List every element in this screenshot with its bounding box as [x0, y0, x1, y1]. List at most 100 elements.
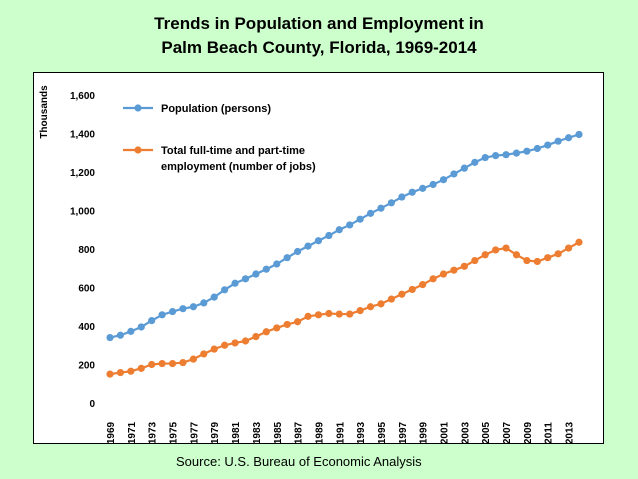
y-tick-label: 1,400: [70, 130, 95, 141]
data-point-series-2: [252, 332, 260, 341]
data-point-series-2: [148, 360, 156, 369]
legend-marker-employment: [134, 146, 142, 154]
data-point-series-1: [377, 204, 385, 212]
data-point-series-2: [314, 311, 323, 319]
legend-label-population: Population (persons): [161, 103, 271, 115]
data-point-series-2: [346, 310, 354, 318]
data-point-series-1: [127, 327, 135, 335]
data-point-series-2: [492, 246, 500, 254]
data-point-series-1: [450, 170, 458, 178]
data-point-series-2: [398, 290, 406, 298]
data-point-series-2: [564, 244, 573, 252]
data-point-series-1: [419, 184, 427, 192]
line-chart: Thousands 0 200 400 600 800 1,000 1,200 1,400 1,6…: [39, 85, 583, 444]
data-point-series-2: [533, 257, 541, 266]
data-point-series-2: [544, 254, 552, 262]
y-tick-label: 800: [78, 245, 95, 256]
data-point-series-2: [450, 266, 458, 274]
y-tick-label: 600: [78, 284, 95, 295]
data-point-series-2: [158, 359, 166, 368]
chart-area: [33, 72, 604, 444]
data-point-series-1: [221, 286, 229, 294]
x-tick-label: 1997: [398, 421, 409, 444]
chart-title-line-2: Palm Beach County, Florida, 1969-2014: [161, 38, 477, 57]
data-point-series-2: [273, 324, 281, 332]
data-point-series-1: [429, 180, 437, 189]
y-axis-label: Thousands: [39, 85, 50, 139]
x-tick-label: 1991: [335, 421, 346, 444]
data-point-series-2: [471, 256, 479, 265]
x-tick-label: 2003: [460, 421, 471, 444]
data-point-series-2: [210, 345, 218, 353]
data-point-series-2: [116, 368, 125, 377]
data-point-series-1: [200, 299, 208, 307]
data-point-series-1: [283, 254, 291, 262]
data-point-series-2: [387, 295, 395, 303]
x-tick-label: 1975: [169, 421, 180, 444]
data-point-series-2: [481, 251, 489, 259]
data-point-series-1: [294, 247, 302, 256]
data-point-series-2: [283, 320, 291, 329]
series-line-2: [109, 241, 580, 376]
x-tick-label: 2001: [440, 421, 451, 444]
source-note: Source: U.S. Bureau of Economic Analysis: [176, 454, 422, 469]
data-point-series-1: [262, 265, 270, 273]
data-point-series-1: [158, 311, 166, 319]
x-tick-label: 1969: [106, 421, 117, 444]
data-point-series-1: [346, 221, 354, 229]
data-point-series-1: [523, 147, 531, 155]
data-point-series-2: [512, 251, 521, 259]
data-point-series-2: [189, 355, 197, 363]
x-tick-label: 1977: [189, 421, 200, 444]
data-point-series-1: [168, 307, 177, 316]
data-point-series-2: [460, 262, 468, 270]
data-point-series-2: [325, 309, 333, 318]
data-point-series-1: [575, 130, 583, 139]
data-point-series-1: [231, 279, 239, 287]
x-tick-label: 2009: [523, 421, 534, 444]
y-tick-label: 1,000: [70, 207, 95, 218]
y-tick-label: 200: [78, 361, 95, 372]
data-point-series-1: [387, 199, 395, 207]
data-point-series-2: [137, 364, 145, 372]
y-tick-label: 400: [78, 322, 95, 333]
legend-label-employment-line-1: Total full-time and part-time: [161, 145, 305, 157]
data-point-series-1: [366, 209, 375, 217]
x-tick-label: 1999: [419, 421, 430, 444]
data-point-series-1: [439, 176, 448, 184]
x-tick-label: 2013: [565, 421, 576, 444]
chart-title-line-1: Trends in Population and Employment in: [154, 14, 484, 33]
data-point-series-1: [492, 152, 500, 160]
data-point-series-1: [304, 242, 312, 250]
data-point-series-1: [273, 260, 281, 268]
data-point-series-2: [168, 359, 177, 368]
data-point-series-1: [179, 305, 187, 313]
data-point-series-1: [335, 226, 343, 234]
x-tick-label: 1971: [127, 421, 138, 444]
data-point-series-1: [502, 151, 510, 159]
x-tick-label: 1979: [210, 421, 221, 444]
y-tick-label: 0: [89, 399, 95, 410]
data-point-series-1: [408, 188, 416, 196]
data-point-series-1: [116, 331, 125, 339]
x-tick-label: 1987: [294, 421, 305, 444]
x-tick-label: 1983: [252, 421, 263, 444]
x-tick-label: 1981: [231, 421, 242, 444]
data-point-series-2: [106, 370, 114, 378]
data-point-series-2: [356, 307, 364, 315]
data-point-series-1: [460, 164, 468, 172]
data-point-series-2: [523, 256, 531, 265]
x-tick-label: 1993: [356, 421, 367, 444]
data-point-series-2: [429, 275, 437, 283]
x-tick-label: 1995: [377, 421, 388, 444]
x-tick-label: 2007: [502, 421, 513, 444]
data-point-series-2: [439, 270, 448, 278]
series-line-1: [109, 133, 580, 339]
x-tick-label: 1985: [273, 421, 284, 444]
data-point-series-1: [189, 303, 197, 311]
data-point-series-1: [554, 137, 562, 145]
data-point-series-2: [419, 281, 427, 289]
data-point-series-2: [127, 367, 135, 375]
data-point-series-1: [148, 317, 156, 325]
data-point-series-2: [241, 337, 250, 345]
